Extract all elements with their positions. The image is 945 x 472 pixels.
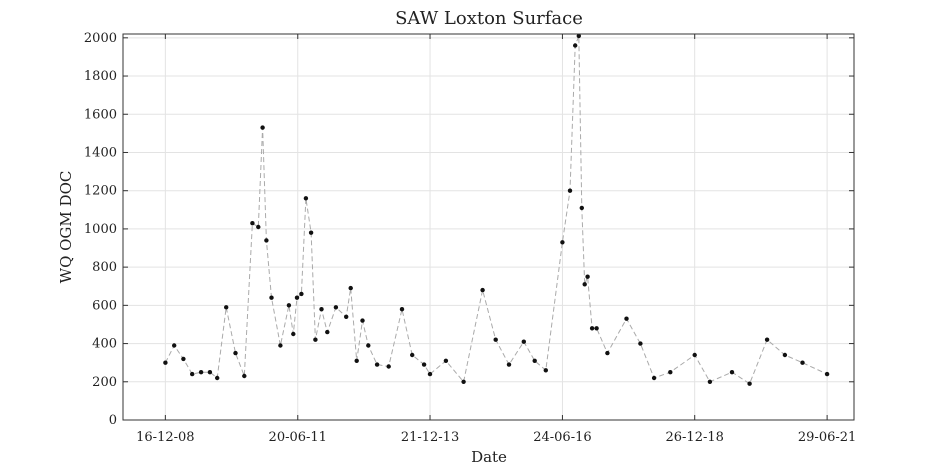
- data-point: [333, 305, 339, 310]
- data-point: [421, 362, 427, 367]
- y-tick-label: 800: [92, 260, 117, 275]
- data-point: [506, 362, 512, 367]
- data-point: [366, 343, 371, 348]
- data-point: [163, 360, 168, 365]
- tick-labels: 0 200 400 600 800 1000 1200 1400 1600 1800 2000 16-…: [84, 31, 856, 445]
- x-axis-title: Date: [471, 448, 507, 466]
- y-tick-label: 1200: [84, 184, 117, 199]
- data-point: [543, 368, 548, 373]
- data-point: [747, 381, 752, 386]
- data-point: [260, 125, 265, 130]
- data-point: [269, 295, 274, 300]
- chart-title: SAW Loxton Surface: [395, 8, 583, 29]
- y-tick-label: 200: [92, 375, 117, 390]
- data-point: [264, 238, 269, 243]
- data-point: [172, 343, 177, 348]
- data-point: [576, 33, 581, 39]
- data-point: [313, 337, 318, 342]
- x-tick-label: 21-12-13: [401, 430, 459, 445]
- data-point: [233, 350, 238, 356]
- x-tick-label: 26-12-18: [665, 430, 723, 445]
- data-point: [480, 287, 485, 293]
- series-group: [163, 33, 830, 386]
- data-point: [443, 358, 449, 363]
- data-point: [532, 358, 537, 363]
- data-point: [308, 230, 314, 235]
- data-point: [354, 358, 359, 363]
- data-point: [692, 352, 697, 358]
- grid-lines: [123, 34, 854, 420]
- tick-marks: [123, 34, 854, 421]
- data-point: [348, 285, 353, 291]
- plot-frame: [122, 33, 855, 421]
- y-tick-label: 600: [92, 298, 117, 313]
- data-point: [824, 371, 830, 377]
- x-tick-label: 29-06-21: [798, 430, 856, 445]
- data-point: [764, 337, 770, 342]
- data-point: [521, 339, 526, 344]
- data-point: [198, 370, 204, 375]
- y-tick-label: 1000: [84, 222, 117, 237]
- data-point: [589, 326, 595, 331]
- data-point: [286, 303, 292, 308]
- data-point: [493, 337, 498, 342]
- data-point: [427, 371, 433, 377]
- data-point: [461, 379, 466, 384]
- data-point: [374, 362, 380, 367]
- data-point: [560, 240, 565, 245]
- y-tick-label: 2000: [84, 31, 117, 46]
- data-point: [410, 352, 415, 358]
- data-point: [207, 370, 213, 375]
- data-point: [582, 282, 587, 287]
- y-tick-label: 1600: [84, 107, 117, 122]
- data-point: [256, 224, 261, 230]
- data-point: [573, 43, 578, 48]
- y-axis-title: WQ OGM DOC: [57, 171, 75, 284]
- data-point: [386, 364, 391, 369]
- data-point: [800, 360, 805, 365]
- data-point: [782, 352, 788, 358]
- data-point: [250, 221, 255, 226]
- data-point: [399, 307, 405, 312]
- x-tick-label: 24-06-16: [533, 430, 591, 445]
- data-point: [707, 379, 713, 384]
- data-point: [299, 291, 304, 297]
- data-point: [668, 370, 673, 375]
- data-point: [278, 343, 283, 348]
- data-point: [190, 371, 195, 377]
- data-point: [303, 196, 309, 201]
- series-line: [164, 35, 828, 385]
- y-tick-label: 1400: [84, 145, 117, 160]
- data-point: [344, 314, 349, 319]
- data-point: [294, 295, 300, 300]
- data-point: [567, 188, 573, 193]
- y-tick-label: 0: [109, 413, 117, 428]
- data-point: [360, 318, 365, 323]
- y-tick-label: 1800: [84, 69, 117, 84]
- y-tick-label: 400: [92, 337, 117, 352]
- data-point: [651, 375, 657, 381]
- data-point: [224, 305, 229, 310]
- data-point: [594, 326, 599, 331]
- data-point: [729, 370, 735, 375]
- x-tick-label: 16-12-08: [136, 430, 194, 445]
- x-tick-label: 20-06-11: [269, 430, 327, 445]
- data-point: [242, 373, 247, 379]
- data-point: [319, 307, 324, 312]
- data-point: [325, 329, 330, 335]
- data-point: [291, 331, 296, 337]
- data-point: [181, 356, 186, 362]
- data-point: [605, 350, 610, 356]
- data-point: [215, 375, 220, 381]
- data-point: [638, 341, 643, 346]
- data-point: [624, 316, 629, 321]
- data-point: [585, 274, 590, 279]
- data-point: [579, 205, 584, 211]
